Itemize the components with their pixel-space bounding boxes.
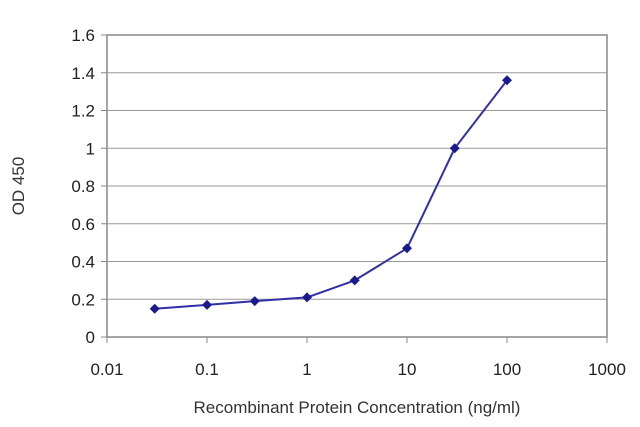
y-axis-title: OD 450 [9, 157, 28, 216]
x-tick-label: 10 [398, 360, 417, 379]
y-tick-label: 1.6 [71, 26, 95, 45]
x-tick-label: 1000 [588, 360, 626, 379]
y-tick-label: 1.2 [71, 102, 95, 121]
data-point [149, 303, 160, 314]
data-point [202, 299, 212, 310]
y-axis-ticks: 0 0.2 0.4 0.6 0.8 1 1.2 1.4 1.6 [71, 26, 107, 347]
y-tick-label: 0.8 [71, 177, 95, 196]
data-point [349, 275, 360, 286]
x-axis-ticks: 0.01 0.1 1 10 100 1000 [90, 337, 626, 379]
x-tick-label: 0.01 [90, 360, 123, 379]
y-tick-label: 0.6 [71, 215, 95, 234]
y-tick-label: 0.4 [71, 253, 95, 272]
y-tick-label: 1 [86, 139, 95, 158]
series-group [149, 75, 512, 314]
data-point [402, 243, 412, 254]
x-tick-label: 100 [493, 360, 521, 379]
x-tick-label: 0.1 [195, 360, 219, 379]
gridlines [107, 72, 607, 300]
x-axis-title: Recombinant Protein Concentration (ng/ml… [194, 398, 521, 417]
data-point [502, 75, 512, 86]
data-point [449, 143, 460, 154]
y-tick-label: 0 [86, 328, 95, 347]
data-point [249, 296, 260, 307]
series-line [154, 79, 508, 310]
data-point [302, 292, 312, 303]
y-tick-label: 1.4 [71, 64, 95, 83]
y-tick-label: 0.2 [71, 290, 95, 309]
x-tick-label: 1 [302, 360, 311, 379]
